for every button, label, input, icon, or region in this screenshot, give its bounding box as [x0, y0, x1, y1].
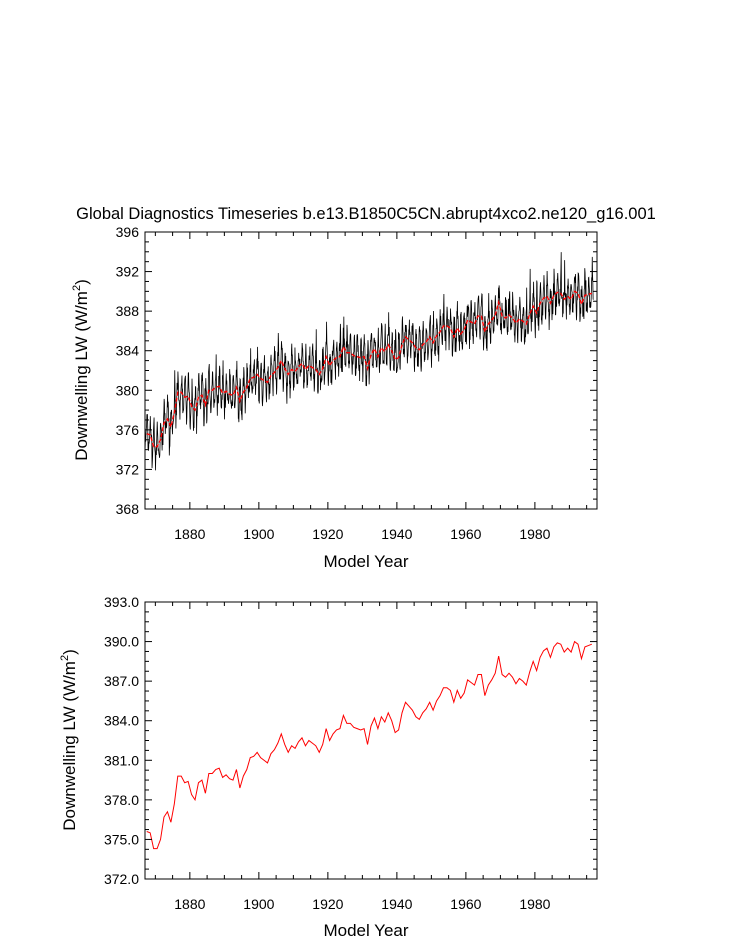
annual-mean-line: [146, 640, 592, 850]
monthly-line: [144, 252, 594, 471]
top-plot-frame: [144, 231, 598, 510]
y-tick-label: 378.0: [104, 792, 139, 808]
x-tick-label: 1980: [519, 526, 550, 542]
x-tick-label: 1960: [450, 526, 481, 542]
annual-mean-line: [146, 290, 593, 448]
top-axis-tick-labels: 1880 1900 1920 1940 1960 1980 368 372 376 380 384 3…: [116, 224, 551, 542]
top-panel: 1880 1900 1920 1940 1960 1980 368 372 376 380 384 3…: [71, 224, 598, 571]
top-y-axis-label: Downwelling LW (W/m2): [71, 279, 91, 461]
bottom-y-axis-label-sup: 2: [59, 655, 71, 661]
bottom-x-axis-label: Model Year: [323, 921, 408, 940]
x-tick-label: 1920: [312, 896, 343, 912]
top-monthly-series: [144, 252, 594, 471]
bottom-axis-ticks: [145, 601, 597, 880]
bottom-panel: 1880 1900 1920 1940 1960 1980 372.0 375.0 378.0 3…: [59, 594, 598, 940]
x-tick-label: 1880: [174, 526, 205, 542]
y-tick-label: 390.0: [104, 634, 139, 650]
y-tick-label: 372.0: [104, 871, 139, 887]
y-tick-label: 384.0: [104, 713, 139, 729]
bottom-axis-tick-labels: 1880 1900 1920 1940 1960 1980 372.0 375.0 378.0 3…: [104, 594, 551, 912]
x-tick-label: 1880: [174, 896, 205, 912]
x-tick-label: 1980: [519, 896, 550, 912]
y-tick-label: 368: [116, 501, 140, 517]
y-tick-label: 392: [116, 264, 140, 280]
y-tick-label: 372: [116, 461, 140, 477]
y-tick-label: 380: [116, 382, 140, 398]
top-axis-ticks: [145, 231, 597, 510]
y-tick-label: 376: [116, 422, 140, 438]
top-x-axis-label: Model Year: [323, 552, 408, 571]
x-tick-label: 1900: [243, 526, 274, 542]
top-y-axis-label-main: Downwelling LW (W/m: [72, 291, 91, 461]
y-tick-label: 381.0: [104, 752, 139, 768]
bottom-y-axis-label-close: ): [60, 649, 79, 655]
y-tick-label: 384: [116, 343, 140, 359]
x-tick-label: 1940: [381, 896, 412, 912]
x-tick-label: 1940: [381, 526, 412, 542]
bottom-plot-frame: [144, 601, 598, 880]
bottom-annual-series: [146, 640, 592, 850]
bottom-y-axis-label-main: Downwelling LW (W/m: [60, 661, 79, 831]
bottom-y-axis-label: Downwelling LW (W/m2): [59, 649, 79, 831]
y-tick-label: 388: [116, 303, 140, 319]
top-annual-series: [146, 290, 593, 448]
x-tick-label: 1900: [243, 896, 274, 912]
y-tick-label: 375.0: [104, 831, 139, 847]
y-tick-label: 393.0: [104, 594, 139, 610]
top-y-axis-label-close: ): [72, 279, 91, 285]
chart-title: Global Diagnostics Timeseries b.e13.B185…: [76, 205, 656, 223]
y-tick-label: 387.0: [104, 673, 139, 689]
top-y-axis-label-sup: 2: [71, 285, 83, 291]
x-tick-label: 1920: [312, 526, 343, 542]
x-tick-label: 1960: [450, 896, 481, 912]
y-tick-label: 396: [116, 224, 140, 240]
